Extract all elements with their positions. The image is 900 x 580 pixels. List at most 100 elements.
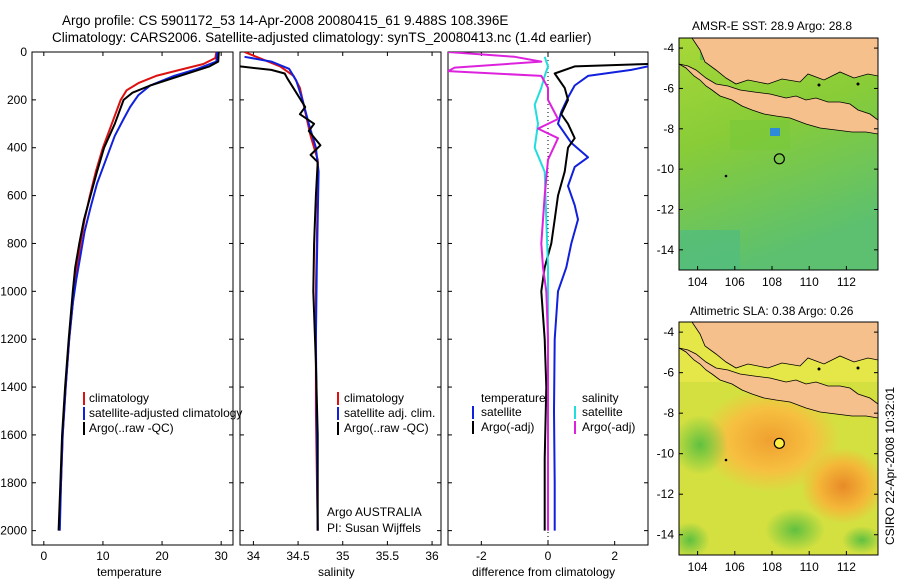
- difference-axis-label: difference from climatology: [472, 565, 615, 579]
- lat-tick-label: -10: [657, 162, 675, 176]
- lon-tick-label: 108: [762, 275, 782, 289]
- lat-tick-label: -8: [663, 406, 674, 420]
- figure-title-line1: Argo profile: CS 5901172_53 14-Apr-2008 …: [62, 13, 508, 28]
- lon-tick-label: 106: [725, 275, 745, 289]
- lon-tick-label: 108: [762, 560, 782, 574]
- figure-title-line2: Climatology: CARS2006. Satellite-adjuste…: [52, 30, 592, 45]
- series-line-0: [58, 52, 218, 531]
- argo-float-marker: [773, 437, 785, 449]
- x-tick-label: 34: [247, 549, 261, 563]
- legend-label-sal-argo: Argo(-adj): [582, 420, 635, 434]
- depth-tick-label: 1000: [0, 284, 27, 298]
- salinity-axes-frame: [239, 51, 442, 546]
- series-line-3: [448, 52, 559, 531]
- sumatra-land: [679, 38, 878, 85]
- legend-label-climatology: climatology: [344, 391, 404, 405]
- legend-label-climatology: climatology: [89, 391, 149, 405]
- x-tick-label: 30: [214, 549, 228, 563]
- x-tick-label: 2: [611, 549, 618, 563]
- series-line-1: [58, 52, 218, 531]
- series-line-1: [540, 63, 648, 531]
- series-line-2: [57, 52, 220, 531]
- island-dot: [724, 174, 728, 178]
- x-tick-label: 34.5: [286, 549, 310, 563]
- sst-map-frame: [678, 37, 879, 271]
- lon-tick-label: 106: [725, 560, 745, 574]
- depth-tick-label: 0: [20, 45, 27, 59]
- salinity-depth-ticks: [240, 51, 441, 532]
- island-dot: [817, 83, 821, 87]
- argo-float-marker: [773, 153, 785, 165]
- sla-low-anomaly: [679, 415, 728, 475]
- x-tick-label: 0: [40, 549, 47, 563]
- depth-axis-ticks: 0 200 400 600 800 1000 1200 1400 1600 1800 2000: [0, 45, 233, 538]
- series-line-1: [244, 55, 320, 531]
- salinity-axis-ticks: 34 34.5 35 35.5 36: [247, 52, 439, 563]
- lat-tick-label: -6: [663, 81, 674, 95]
- difference-depth-ticks: [448, 51, 648, 532]
- sla-map-title: Altimetric SLA: 0.38 Argo: 0.26: [690, 304, 854, 318]
- sst-blue-pixel: [770, 128, 780, 136]
- island-dot: [724, 458, 728, 462]
- temperature-lines: [57, 52, 220, 531]
- lon-tick-label: 110: [800, 560, 819, 574]
- island-dot: [856, 366, 860, 370]
- legend-label-argo: Argo(..raw -QC): [89, 421, 174, 435]
- sla-warm-anomaly: [700, 388, 840, 492]
- salinity-axis-label: salinity: [318, 565, 355, 579]
- x-tick-label: 35.5: [376, 549, 400, 563]
- legend-label-temp-argo: Argo(-adj): [481, 420, 534, 434]
- series-line-0: [244, 52, 319, 531]
- sst-cool-patch: [680, 230, 740, 270]
- lat-tick-label: -4: [663, 41, 674, 55]
- sla-low-anomaly: [679, 522, 710, 555]
- difference-legend: temperature satellite Argo(-adj) salinit…: [472, 391, 635, 434]
- depth-tick-label: 2000: [0, 524, 27, 538]
- principal-investigator-label: PI: Susan Wijffels: [327, 521, 421, 535]
- depth-tick-label: 800: [7, 236, 27, 250]
- salinity-legend: climatology satellite adj. clim. Argo(..…: [337, 391, 435, 435]
- lon-tick-label: 112: [837, 560, 856, 574]
- series-line-0: [553, 65, 648, 531]
- depth-tick-label: 1600: [0, 428, 27, 442]
- temperature-axis-ticks: 0 10 20 30: [40, 52, 228, 563]
- legend-label-sal-satellite: satellite: [582, 405, 623, 419]
- sla-latitude-ticks: -4 -6 -8 -10 -12 -14: [657, 325, 878, 542]
- legend-label-satellite: satellite-adjusted climatology: [89, 406, 242, 420]
- lat-tick-label: -8: [663, 122, 674, 136]
- legend-label-temp-satellite: satellite: [481, 405, 522, 419]
- legend-group-salinity: salinity: [582, 391, 619, 405]
- lat-tick-label: -12: [657, 202, 675, 216]
- x-tick-label: 35: [336, 549, 350, 563]
- legend-label-satellite: satellite adj. clim.: [344, 406, 435, 420]
- sla-longitude-ticks: 104 106 108 110 112: [688, 551, 856, 574]
- sst-map-panel: AMSR-E SST: 28.9 Argo: 28.8 -4 -6 -8 -10 -12…: [657, 19, 879, 289]
- lat-tick-label: -14: [657, 243, 675, 257]
- sla-low-anomaly: [842, 526, 878, 554]
- depth-tick-label: 400: [7, 141, 27, 155]
- x-tick-label: 36: [425, 549, 439, 563]
- lon-tick-label: 104: [688, 560, 708, 574]
- lon-tick-label: 112: [837, 275, 856, 289]
- lat-tick-label: -6: [663, 366, 674, 380]
- sst-patch: [730, 120, 790, 150]
- sumatra-land: [679, 322, 878, 369]
- lat-tick-label: -12: [657, 487, 675, 501]
- java-land: [679, 347, 878, 419]
- x-tick-label: 20: [155, 549, 169, 563]
- island-dot: [856, 82, 860, 86]
- depth-tick-label: 1800: [0, 476, 27, 490]
- lat-tick-label: -4: [663, 325, 674, 339]
- depth-tick-label: 600: [7, 189, 27, 203]
- argo-program-label: Argo AUSTRALIA: [327, 505, 422, 519]
- csiro-timestamp: CSIRO 22-Apr-2008 10:32:01: [883, 387, 897, 545]
- sst-longitude-ticks: 104 106 108 110 112: [688, 266, 856, 289]
- temperature-axes-frame: [31, 51, 234, 546]
- x-tick-label: 10: [96, 549, 110, 563]
- java-land: [679, 63, 878, 135]
- x-tick-label: -2: [476, 549, 487, 563]
- depth-tick-label: 1200: [0, 332, 27, 346]
- salinity-panel: 34 34.5 35 35.5 36 salinity climatology sate…: [239, 51, 442, 579]
- island-dot: [817, 367, 821, 371]
